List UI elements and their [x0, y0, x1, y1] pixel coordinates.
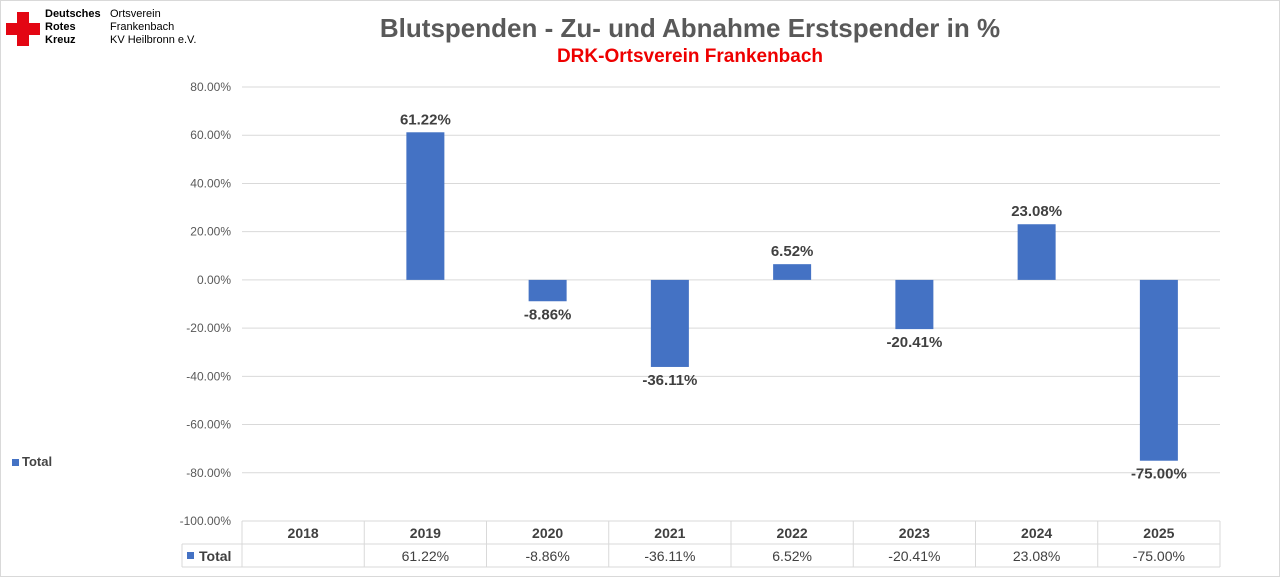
y-tick-label: 80.00%	[190, 80, 231, 94]
y-tick-label: -20.00%	[186, 321, 231, 335]
bar	[406, 132, 445, 280]
logo-unit-line: Frankenbach	[110, 21, 175, 33]
data-label: -36.11%	[642, 372, 697, 389]
x-tick-label: 2025	[1143, 525, 1174, 541]
logo-unit-line: Ortsverein	[110, 8, 161, 20]
x-tick-label: 2020	[532, 525, 563, 541]
logo-unit-name: Ortsverein Frankenbach KV Heilbronn e.V.	[110, 8, 196, 47]
data-label: -20.41%	[886, 334, 942, 351]
x-tick-label: 2023	[899, 525, 930, 541]
y-tick-label: 20.00%	[190, 225, 231, 239]
chart-title: Blutspenden - Zu- und Abnahme Erstspende…	[379, 13, 1001, 43]
x-tick-label: 2021	[654, 525, 685, 541]
chart-subtitle: DRK-Ortsverein Frankenbach	[556, 46, 824, 67]
x-tick-label: 2024	[1021, 525, 1052, 541]
y-tick-label: -80.00%	[186, 466, 231, 480]
red-cross-icon	[6, 12, 40, 46]
logo-org-line: Deutsches	[45, 8, 101, 20]
bar	[1139, 279, 1178, 461]
legend-label: Total	[22, 454, 53, 469]
bar	[895, 279, 934, 330]
x-tick-label: 2018	[288, 525, 319, 541]
table-value: 23.08%	[1013, 548, 1060, 564]
y-tick-label: 0.00%	[197, 273, 231, 287]
table-value: 6.52%	[772, 548, 812, 564]
y-tick-label: -40.00%	[186, 369, 231, 383]
y-tick-label: 40.00%	[190, 176, 231, 190]
y-tick-label: -100.00%	[180, 514, 232, 528]
logo-org-line: Kreuz	[45, 34, 76, 46]
data-label: -75.00%	[1131, 466, 1187, 483]
x-tick-label: 2019	[410, 525, 441, 541]
table-series-name: Total	[199, 548, 231, 564]
legend: Total	[12, 454, 52, 469]
table-value: -20.41%	[888, 548, 940, 564]
y-tick-label: 60.00%	[190, 128, 231, 142]
bar	[650, 279, 689, 367]
y-tick-label: -60.00%	[186, 418, 231, 432]
data-label: 61.22%	[400, 111, 451, 128]
data-label: 6.52%	[771, 243, 814, 260]
logo-org-name: Deutsches Rotes Kreuz	[45, 8, 101, 47]
data-label: 23.08%	[1011, 203, 1062, 220]
bar	[1017, 224, 1056, 280]
x-tick-label: 2022	[777, 525, 808, 541]
table-value: -8.86%	[525, 548, 569, 564]
logo-unit-line: KV Heilbronn e.V.	[110, 34, 197, 46]
table-legend-swatch	[187, 552, 194, 559]
table-value: -36.11%	[644, 548, 695, 564]
bar	[773, 264, 812, 280]
logo-org-line: Rotes	[45, 21, 76, 33]
table-value: 61.22%	[402, 548, 449, 564]
data-label: -8.86%	[524, 306, 572, 323]
legend-swatch	[12, 459, 19, 467]
drk-logo: Deutsches Rotes Kreuz Ortsverein Franken…	[6, 8, 226, 52]
bar	[528, 279, 567, 302]
table-value: -75.00%	[1133, 548, 1185, 564]
